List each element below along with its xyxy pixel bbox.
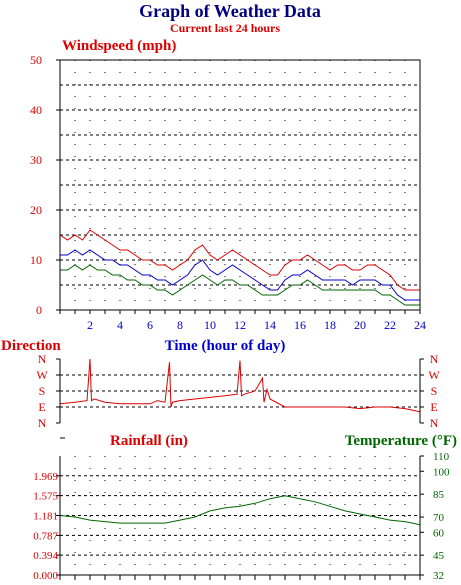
rainfall-label: Rainfall (in) <box>110 433 188 449</box>
windspeed-ytick-label: 10 <box>30 253 42 267</box>
windspeed-series-line-2 <box>60 264 420 306</box>
temperature-label: Temperature (°F) <box>345 433 457 449</box>
rain-ytick-label: 0.394 <box>33 550 58 562</box>
time-xtick-label: 14 <box>264 318 276 332</box>
chart-title: Graph of Weather Data <box>139 1 321 21</box>
time-xtick-label: 6 <box>147 318 153 332</box>
windspeed-ytick-label: 20 <box>30 203 42 217</box>
time-xtick-label: 10 <box>204 318 216 332</box>
direction-category-label-right: N <box>430 416 439 430</box>
direction-category-label-right: W <box>428 368 440 382</box>
time-xtick-label: 18 <box>324 318 336 332</box>
time-xtick-label: 12 <box>234 318 246 332</box>
windspeed-series-line-0 <box>59 229 420 291</box>
direction-category-label-right: E <box>430 400 437 414</box>
rain-temp-series <box>59 495 421 526</box>
direction-series-line-0 <box>59 358 421 413</box>
temperature-ytick-label: 100 <box>433 466 450 478</box>
time-xtick-label: 8 <box>177 318 183 332</box>
temperature-ytick-label: 110 <box>433 451 450 463</box>
temperature-ytick-label: 60 <box>433 527 445 539</box>
time-xtick-label: 4 <box>117 318 123 332</box>
time-xtick-label: 16 <box>294 318 306 332</box>
direction-category-label-left: N <box>38 416 47 430</box>
direction-category-label-left: W <box>36 368 48 382</box>
temperature-series-line-0 <box>59 495 421 526</box>
windspeed-ytick-label: 0 <box>36 303 42 317</box>
rain-ytick-label: 1.181 <box>33 511 58 523</box>
rain-ytick-label: 0.787 <box>33 530 58 542</box>
direction-grid <box>60 374 420 408</box>
windspeed-series <box>59 229 420 306</box>
rain-ytick-label: 1.575 <box>33 491 58 503</box>
rain-temp-grid <box>60 456 420 575</box>
time-xtick-label: 2 <box>87 318 93 332</box>
temperature-ytick-label: 70 <box>433 512 445 524</box>
time-axis-label: Time (hour of day) <box>165 338 286 354</box>
windspeed-label: Windspeed (mph) <box>62 38 176 54</box>
windspeed-ytick-label: 30 <box>30 153 42 167</box>
time-xtick-label: 24 <box>414 318 426 332</box>
direction-axes: N NW WS SE EN N <box>36 352 440 430</box>
rain-temp-axes: 0.000 0.394 0.787 1.181 1.575 1.969 32 45 60 70 85… <box>33 437 450 582</box>
chart-subtitle: Current last 24 hours <box>170 21 280 35</box>
windspeed-ytick-label: 50 <box>30 53 42 67</box>
windspeed-ytick-label: 40 <box>30 103 42 117</box>
direction-category-label-right: S <box>431 384 438 398</box>
direction-category-label-right: N <box>430 352 439 366</box>
rain-ytick-label: 1.969 <box>33 471 58 483</box>
windspeed-grid <box>60 60 420 310</box>
direction-category-label-left: S <box>39 384 46 398</box>
direction-category-label-left: E <box>38 400 45 414</box>
rain-ytick-label: 0.000 <box>33 570 58 582</box>
temperature-ytick-label: 85 <box>433 489 445 501</box>
direction-label: Direction <box>1 338 61 354</box>
time-xtick-label: 22 <box>384 318 396 332</box>
direction-series <box>59 358 421 413</box>
windspeed-series-line-1 <box>60 249 420 301</box>
temperature-ytick-label: 45 <box>433 550 445 562</box>
time-xtick-label: 20 <box>354 318 366 332</box>
direction-category-label-left: N <box>38 352 47 366</box>
temperature-ytick-label: 32 <box>433 570 444 582</box>
